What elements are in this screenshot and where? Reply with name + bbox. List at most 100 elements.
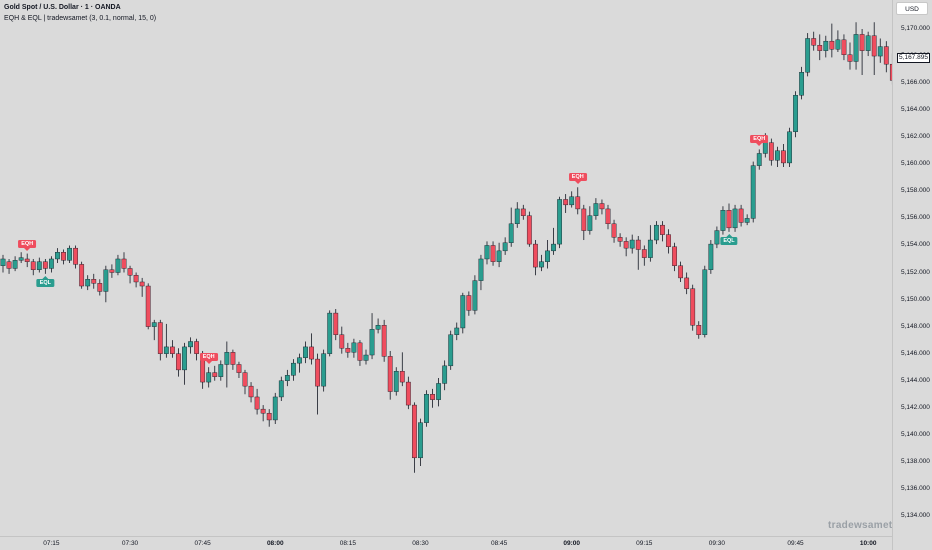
candle-body	[79, 264, 85, 287]
candle-body	[660, 224, 665, 235]
candle-body	[260, 408, 266, 414]
candle-body	[569, 196, 575, 206]
candle-body	[272, 396, 278, 421]
candle-body	[472, 280, 478, 311]
candle-body	[775, 150, 780, 161]
candle-body	[460, 295, 466, 329]
candle-body	[793, 95, 798, 133]
symbol-title[interactable]: Gold Spot / U.S. Dollar · 1 · OANDA	[4, 4, 121, 11]
candle-body	[781, 150, 786, 164]
candle-body	[720, 210, 726, 231]
candle-body	[188, 341, 193, 348]
candle-body	[811, 38, 817, 46]
candle-body	[399, 371, 405, 383]
time-scale[interactable]	[0, 536, 892, 550]
candle-body	[284, 375, 290, 381]
candlestick-plot[interactable]	[0, 0, 932, 536]
candle-body	[696, 325, 702, 335]
time-tick-label: 09:00	[563, 540, 580, 547]
time-tick-label: 09:45	[787, 540, 804, 547]
candle-body	[61, 252, 66, 261]
candle-body	[30, 261, 36, 270]
price-tick-label: 5,166.000	[901, 79, 930, 87]
candle-body	[490, 245, 496, 262]
candle-body	[678, 265, 684, 279]
price-tick-label: 5,134.000	[901, 512, 930, 519]
candle-body	[357, 342, 363, 361]
candle-body	[169, 346, 175, 354]
candle-body	[756, 153, 762, 166]
candle-body	[684, 277, 690, 289]
price-tick-label: 5,138.000	[901, 457, 930, 465]
candle-body	[339, 334, 345, 349]
candle-body	[520, 208, 526, 216]
time-tick-label: 08:00	[266, 540, 284, 547]
candle-body	[85, 279, 91, 287]
candle-body	[309, 346, 314, 360]
candle-body	[291, 362, 296, 376]
candle-body	[768, 142, 774, 161]
candle-body	[841, 39, 847, 55]
candle-body	[139, 281, 145, 287]
price-tick-label: 5,158.000	[901, 187, 930, 195]
candle-body	[787, 131, 792, 164]
candle-body	[545, 250, 550, 262]
candle-body	[478, 258, 484, 281]
candle-body	[103, 269, 109, 292]
candle-body	[36, 261, 42, 270]
candle-body	[412, 404, 417, 459]
candle-body	[333, 312, 339, 335]
candle-body	[157, 322, 163, 354]
candle-body	[454, 327, 460, 335]
price-tick-label: 5,146.000	[901, 349, 930, 357]
eql-marker: EQL	[36, 275, 54, 287]
price-tick-label: 5,150.000	[901, 295, 930, 303]
candle-body	[254, 396, 260, 410]
candle-body	[805, 38, 811, 73]
time-tick-label: 07:15	[43, 540, 60, 547]
candle-body	[672, 246, 677, 266]
candle-body	[853, 34, 859, 62]
price-scale[interactable]	[892, 0, 932, 550]
candle-body	[42, 261, 48, 269]
candle-body	[799, 72, 805, 96]
candle-body	[194, 341, 199, 354]
indicator-legend[interactable]: EQH & EQL | tradewsamet (3, 0.1, normal,…	[4, 15, 157, 22]
price-tick-label: 5,142.000	[901, 403, 930, 411]
candle-body	[533, 243, 538, 268]
candle-body	[557, 199, 563, 245]
time-tick-label: 09:30	[708, 540, 726, 547]
candle-body	[369, 329, 375, 356]
candle-body	[315, 358, 320, 387]
candle-body	[248, 385, 254, 398]
candle-body	[182, 346, 187, 371]
candle-body	[654, 224, 659, 241]
time-tick-label: 07:45	[194, 540, 211, 547]
candle-body	[635, 239, 641, 250]
price-tick-label: 5,140.000	[901, 430, 930, 438]
candle-body	[647, 239, 653, 258]
candle-body	[55, 252, 60, 260]
currency-button[interactable]: USD	[896, 2, 928, 15]
candle-body	[121, 258, 127, 269]
candle-body	[605, 208, 611, 225]
candle-body	[67, 247, 72, 261]
candle-body	[575, 196, 581, 210]
candle-body	[387, 356, 393, 392]
candle-body	[587, 215, 593, 231]
candle-body	[496, 250, 502, 262]
price-tick-label: 5,164.000	[901, 106, 930, 114]
candle-body	[847, 54, 853, 62]
candle-body	[176, 353, 181, 371]
eqh-marker: EQH	[750, 135, 769, 147]
candle-body	[859, 34, 865, 51]
candle-body	[877, 46, 883, 57]
price-tick-label: 5,136.000	[901, 484, 930, 492]
candle-body	[327, 312, 333, 354]
candle-body	[151, 322, 157, 327]
eqh-marker: EQH	[18, 239, 37, 251]
time-tick-label: 07:30	[121, 540, 139, 547]
candle-body	[218, 364, 224, 377]
chart-canvas[interactable]	[0, 0, 932, 536]
candle-body	[24, 258, 30, 262]
